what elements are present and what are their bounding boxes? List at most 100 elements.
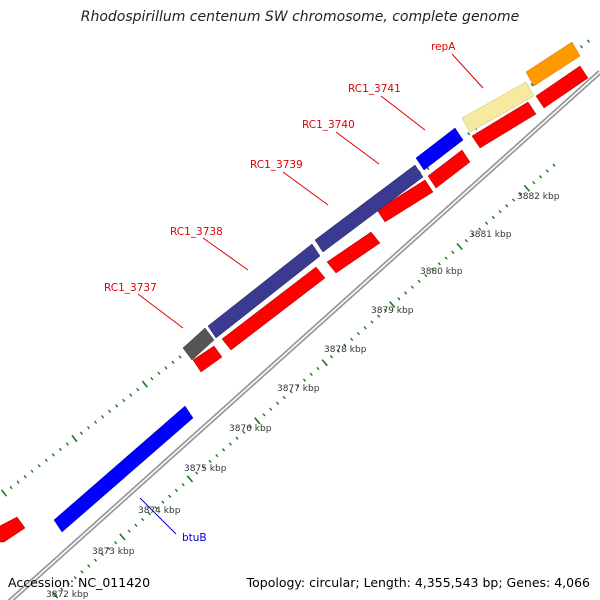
tick-minor	[336, 349, 340, 353]
scale-label: 3878 kbp	[324, 345, 367, 355]
gene-feature[interactable]	[471, 101, 537, 149]
tick-minor	[16, 480, 20, 484]
tick-minor	[269, 407, 273, 411]
scale-label: 3874 kbp	[138, 506, 181, 516]
tick-minor	[44, 458, 48, 463]
tick-minor	[66, 581, 71, 586]
tick-minor	[478, 227, 482, 231]
tick-minor	[181, 482, 185, 487]
tick-minor	[94, 420, 98, 424]
tick-minor	[30, 469, 34, 473]
callout-line	[139, 497, 177, 535]
tick-minor	[363, 326, 367, 330]
tick-minor	[444, 256, 448, 260]
gene-feature[interactable]	[535, 65, 589, 109]
tick-minor	[282, 395, 286, 400]
genome-backbone	[7, 70, 600, 600]
tick-minor	[579, 44, 583, 49]
tick-major	[141, 380, 148, 388]
tick-minor	[122, 398, 126, 403]
gene-label-rc1-3738[interactable]: RC1_3738	[170, 226, 223, 238]
gene-feature[interactable]	[182, 327, 215, 361]
tick-minor	[302, 378, 307, 382]
tick-minor	[538, 175, 543, 179]
tick-minor	[464, 239, 468, 243]
gene-feature[interactable]	[326, 231, 381, 274]
gene-feature[interactable]	[376, 179, 434, 223]
scale-label: 3880 kbp	[420, 267, 463, 277]
tick-major	[388, 300, 396, 309]
scale-label: 3879 kbp	[371, 306, 414, 316]
tick-minor	[208, 459, 212, 464]
gene-label-rc1-3739[interactable]: RC1_3739	[250, 159, 303, 171]
tick-minor	[201, 465, 205, 469]
genome-backbone-inner	[10, 71, 600, 600]
tick-minor	[296, 384, 300, 388]
tick-minor	[154, 506, 158, 510]
callout-line	[380, 95, 426, 131]
tick-minor	[129, 393, 133, 397]
tick-minor	[221, 448, 226, 452]
gene-label-repa[interactable]: repA	[431, 41, 456, 53]
scale-label: 3877 kbp	[277, 384, 320, 394]
tick-minor	[100, 552, 104, 557]
tick-major	[321, 359, 328, 367]
tick-minor	[424, 273, 428, 278]
tick-minor	[484, 221, 489, 225]
tick-minor	[107, 546, 111, 551]
tick-minor	[377, 314, 381, 318]
tick-minor	[505, 204, 509, 208]
scale-label: 3872 kbp	[46, 590, 89, 600]
callout-line	[137, 293, 184, 329]
gene-feature[interactable]	[427, 149, 471, 189]
tick-minor	[157, 371, 161, 375]
tick-minor	[262, 413, 266, 417]
tick-minor	[215, 453, 219, 458]
gene-feature[interactable]	[415, 127, 464, 171]
tick-minor	[164, 366, 168, 370]
tick-minor	[114, 541, 118, 545]
tick-minor	[60, 587, 64, 591]
tick-minor	[275, 401, 280, 405]
gene-label-rc1-3737[interactable]: RC1_3737	[104, 282, 157, 294]
tick-minor	[511, 198, 516, 202]
tick-minor	[65, 442, 69, 446]
tick-minor	[23, 474, 27, 479]
tick-minor	[87, 564, 91, 568]
gene-label-rc1-3740[interactable]: RC1_3740	[302, 119, 355, 131]
tick-major	[523, 184, 531, 192]
gene-feature[interactable]	[221, 266, 326, 351]
accession-label: Accession: NC_011420	[8, 575, 151, 590]
tick-minor	[545, 169, 549, 173]
tick-minor	[80, 570, 84, 574]
tick-minor	[58, 447, 62, 452]
topology-summary: Topology: circular; Length: 4,355,543 bp…	[246, 575, 590, 590]
gene-feature[interactable]	[461, 81, 535, 133]
tick-minor	[73, 575, 77, 580]
gene-feature[interactable]	[314, 164, 424, 253]
tick-minor	[383, 308, 388, 313]
tick-minor	[228, 442, 232, 446]
callout-line	[451, 53, 484, 89]
tick-minor	[329, 355, 334, 359]
tick-minor	[491, 215, 495, 220]
gene-feature[interactable]	[53, 405, 194, 533]
tick-minor	[289, 390, 293, 394]
tick-minor	[37, 464, 41, 468]
gene-feature[interactable]	[192, 345, 223, 373]
scale-label: 3875 kbp	[184, 464, 227, 474]
tick-minor	[51, 453, 55, 457]
tick-minor	[150, 376, 154, 381]
tick-minor	[370, 320, 374, 324]
gene-feature[interactable]	[525, 41, 581, 87]
gene-feature[interactable]	[0, 516, 26, 543]
tick-minor	[147, 512, 151, 516]
tick-major	[51, 591, 59, 599]
gene-label-btub[interactable]: btuB	[182, 532, 207, 544]
gene-feature[interactable]	[207, 243, 321, 339]
gene-label-rc1-3741[interactable]: RC1_3741	[348, 83, 401, 95]
tick-minor	[431, 268, 435, 272]
tick-minor	[467, 132, 471, 136]
tick-minor	[195, 471, 199, 475]
tick-minor	[404, 291, 408, 295]
